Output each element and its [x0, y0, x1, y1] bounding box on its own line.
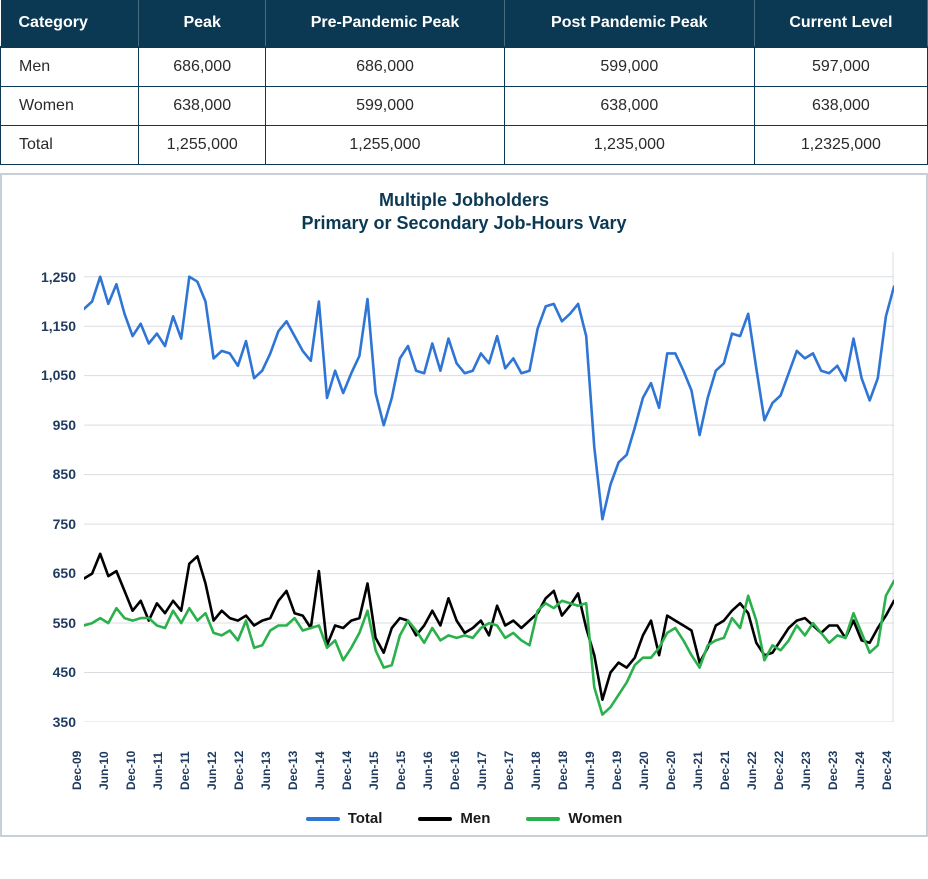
x-tick-label: Dec-11 [178, 751, 192, 790]
table-cell: 638,000 [504, 87, 754, 126]
table-cell: Total [1, 126, 139, 165]
table-row: Total1,255,0001,255,0001,235,0001,2325,0… [1, 126, 928, 165]
x-tick-label: Jun-13 [259, 751, 273, 790]
y-axis-labels: 3504505506507508509501,0501,1501,250 [24, 252, 82, 722]
legend-label: Women [568, 810, 622, 827]
x-tick-label: Jun-20 [637, 751, 651, 790]
legend-swatch [526, 817, 560, 821]
series-total [84, 276, 894, 519]
legend-item: Men [418, 810, 490, 827]
chart-title-line2: Primary or Secondary Job-Hours Vary [301, 213, 626, 233]
summary-table: CategoryPeakPre-Pandemic PeakPost Pandem… [0, 0, 928, 165]
x-tick-label: Jun-11 [151, 752, 165, 790]
chart-legend: Total Men Women [8, 802, 920, 830]
table-cell: Women [1, 87, 139, 126]
x-tick-label: Jun-19 [583, 751, 597, 790]
x-tick-label: Dec-20 [664, 750, 678, 789]
series-men [84, 554, 894, 700]
x-tick-label: Jun-23 [799, 751, 813, 790]
table-cell: 1,255,000 [266, 126, 505, 165]
y-tick-label: 850 [53, 466, 76, 482]
chart-frame: Multiple Jobholders Primary or Secondary… [0, 173, 928, 837]
legend-swatch [306, 817, 340, 821]
table-cell: 1,255,000 [139, 126, 266, 165]
table-cell: 686,000 [139, 47, 266, 87]
x-axis-labels: Dec-09Jun-10Dec-10Jun-11Dec-11Jun-12Dec-… [84, 724, 894, 802]
chart-title: Multiple Jobholders Primary or Secondary… [8, 189, 920, 236]
y-tick-label: 950 [53, 417, 76, 433]
table-cell: 686,000 [266, 47, 505, 87]
x-tick-label: Jun-22 [745, 751, 759, 790]
y-tick-label: 1,250 [41, 269, 76, 285]
x-tick-label: Jun-12 [205, 751, 219, 790]
x-tick-label: Dec-16 [448, 750, 462, 789]
table-row: Women638,000599,000638,000638,000 [1, 87, 928, 126]
x-tick-label: Dec-12 [232, 750, 246, 789]
y-tick-label: 350 [53, 714, 76, 730]
y-tick-label: 750 [53, 516, 76, 532]
x-tick-label: Dec-10 [124, 750, 138, 789]
table-header: Pre-Pandemic Peak [266, 0, 505, 47]
table-cell: 1,235,000 [504, 126, 754, 165]
x-tick-label: Dec-14 [340, 750, 354, 789]
table-header: Category [1, 0, 139, 47]
legend-label: Men [460, 810, 490, 827]
x-tick-label: Jun-14 [313, 751, 327, 790]
x-tick-label: Dec-21 [718, 750, 732, 789]
legend-label: Total [348, 810, 383, 827]
y-tick-label: 1,150 [41, 318, 76, 334]
legend-item: Total [306, 810, 383, 827]
table-cell: 1,2325,000 [754, 126, 927, 165]
x-tick-label: Dec-17 [502, 750, 516, 789]
x-tick-label: Jun-10 [97, 751, 111, 790]
y-tick-label: 550 [53, 615, 76, 631]
x-tick-label: Dec-23 [826, 750, 840, 789]
legend-item: Women [526, 810, 622, 827]
y-tick-label: 450 [53, 664, 76, 680]
y-tick-label: 1,050 [41, 367, 76, 383]
x-tick-label: Jun-16 [421, 751, 435, 790]
x-tick-label: Dec-19 [610, 750, 624, 789]
x-tick-label: Jun-24 [853, 751, 867, 790]
table-cell: 638,000 [754, 87, 927, 126]
table-cell: 599,000 [266, 87, 505, 126]
x-tick-label: Dec-24 [880, 750, 894, 789]
table-cell: 599,000 [504, 47, 754, 87]
plot-region [84, 252, 894, 722]
table-cell: 638,000 [139, 87, 266, 126]
x-tick-label: Dec-13 [286, 750, 300, 789]
plot-svg [84, 252, 894, 722]
legend-swatch [418, 817, 452, 821]
x-tick-label: Dec-18 [556, 750, 570, 789]
x-tick-label: Dec-22 [772, 750, 786, 789]
table-header: Post Pandemic Peak [504, 0, 754, 47]
x-tick-label: Jun-15 [367, 751, 381, 790]
x-tick-label: Jun-17 [475, 751, 489, 790]
chart-area: 350 450 550 650 750 850 950 1,050 1,150 1,250 Dec… [24, 242, 904, 802]
x-tick-label: Dec-09 [70, 750, 84, 789]
table-row: Men686,000686,000599,000597,000 [1, 47, 928, 87]
table-cell: Men [1, 47, 139, 87]
table-header: Peak [139, 0, 266, 47]
chart-title-line1: Multiple Jobholders [379, 190, 549, 210]
x-tick-label: Jun-18 [529, 751, 543, 790]
series-women [84, 581, 894, 715]
x-tick-label: Jun-21 [691, 751, 705, 790]
x-tick-label: Dec-15 [394, 750, 408, 789]
table-header: Current Level [754, 0, 927, 47]
y-tick-label: 650 [53, 565, 76, 581]
table-cell: 597,000 [754, 47, 927, 87]
